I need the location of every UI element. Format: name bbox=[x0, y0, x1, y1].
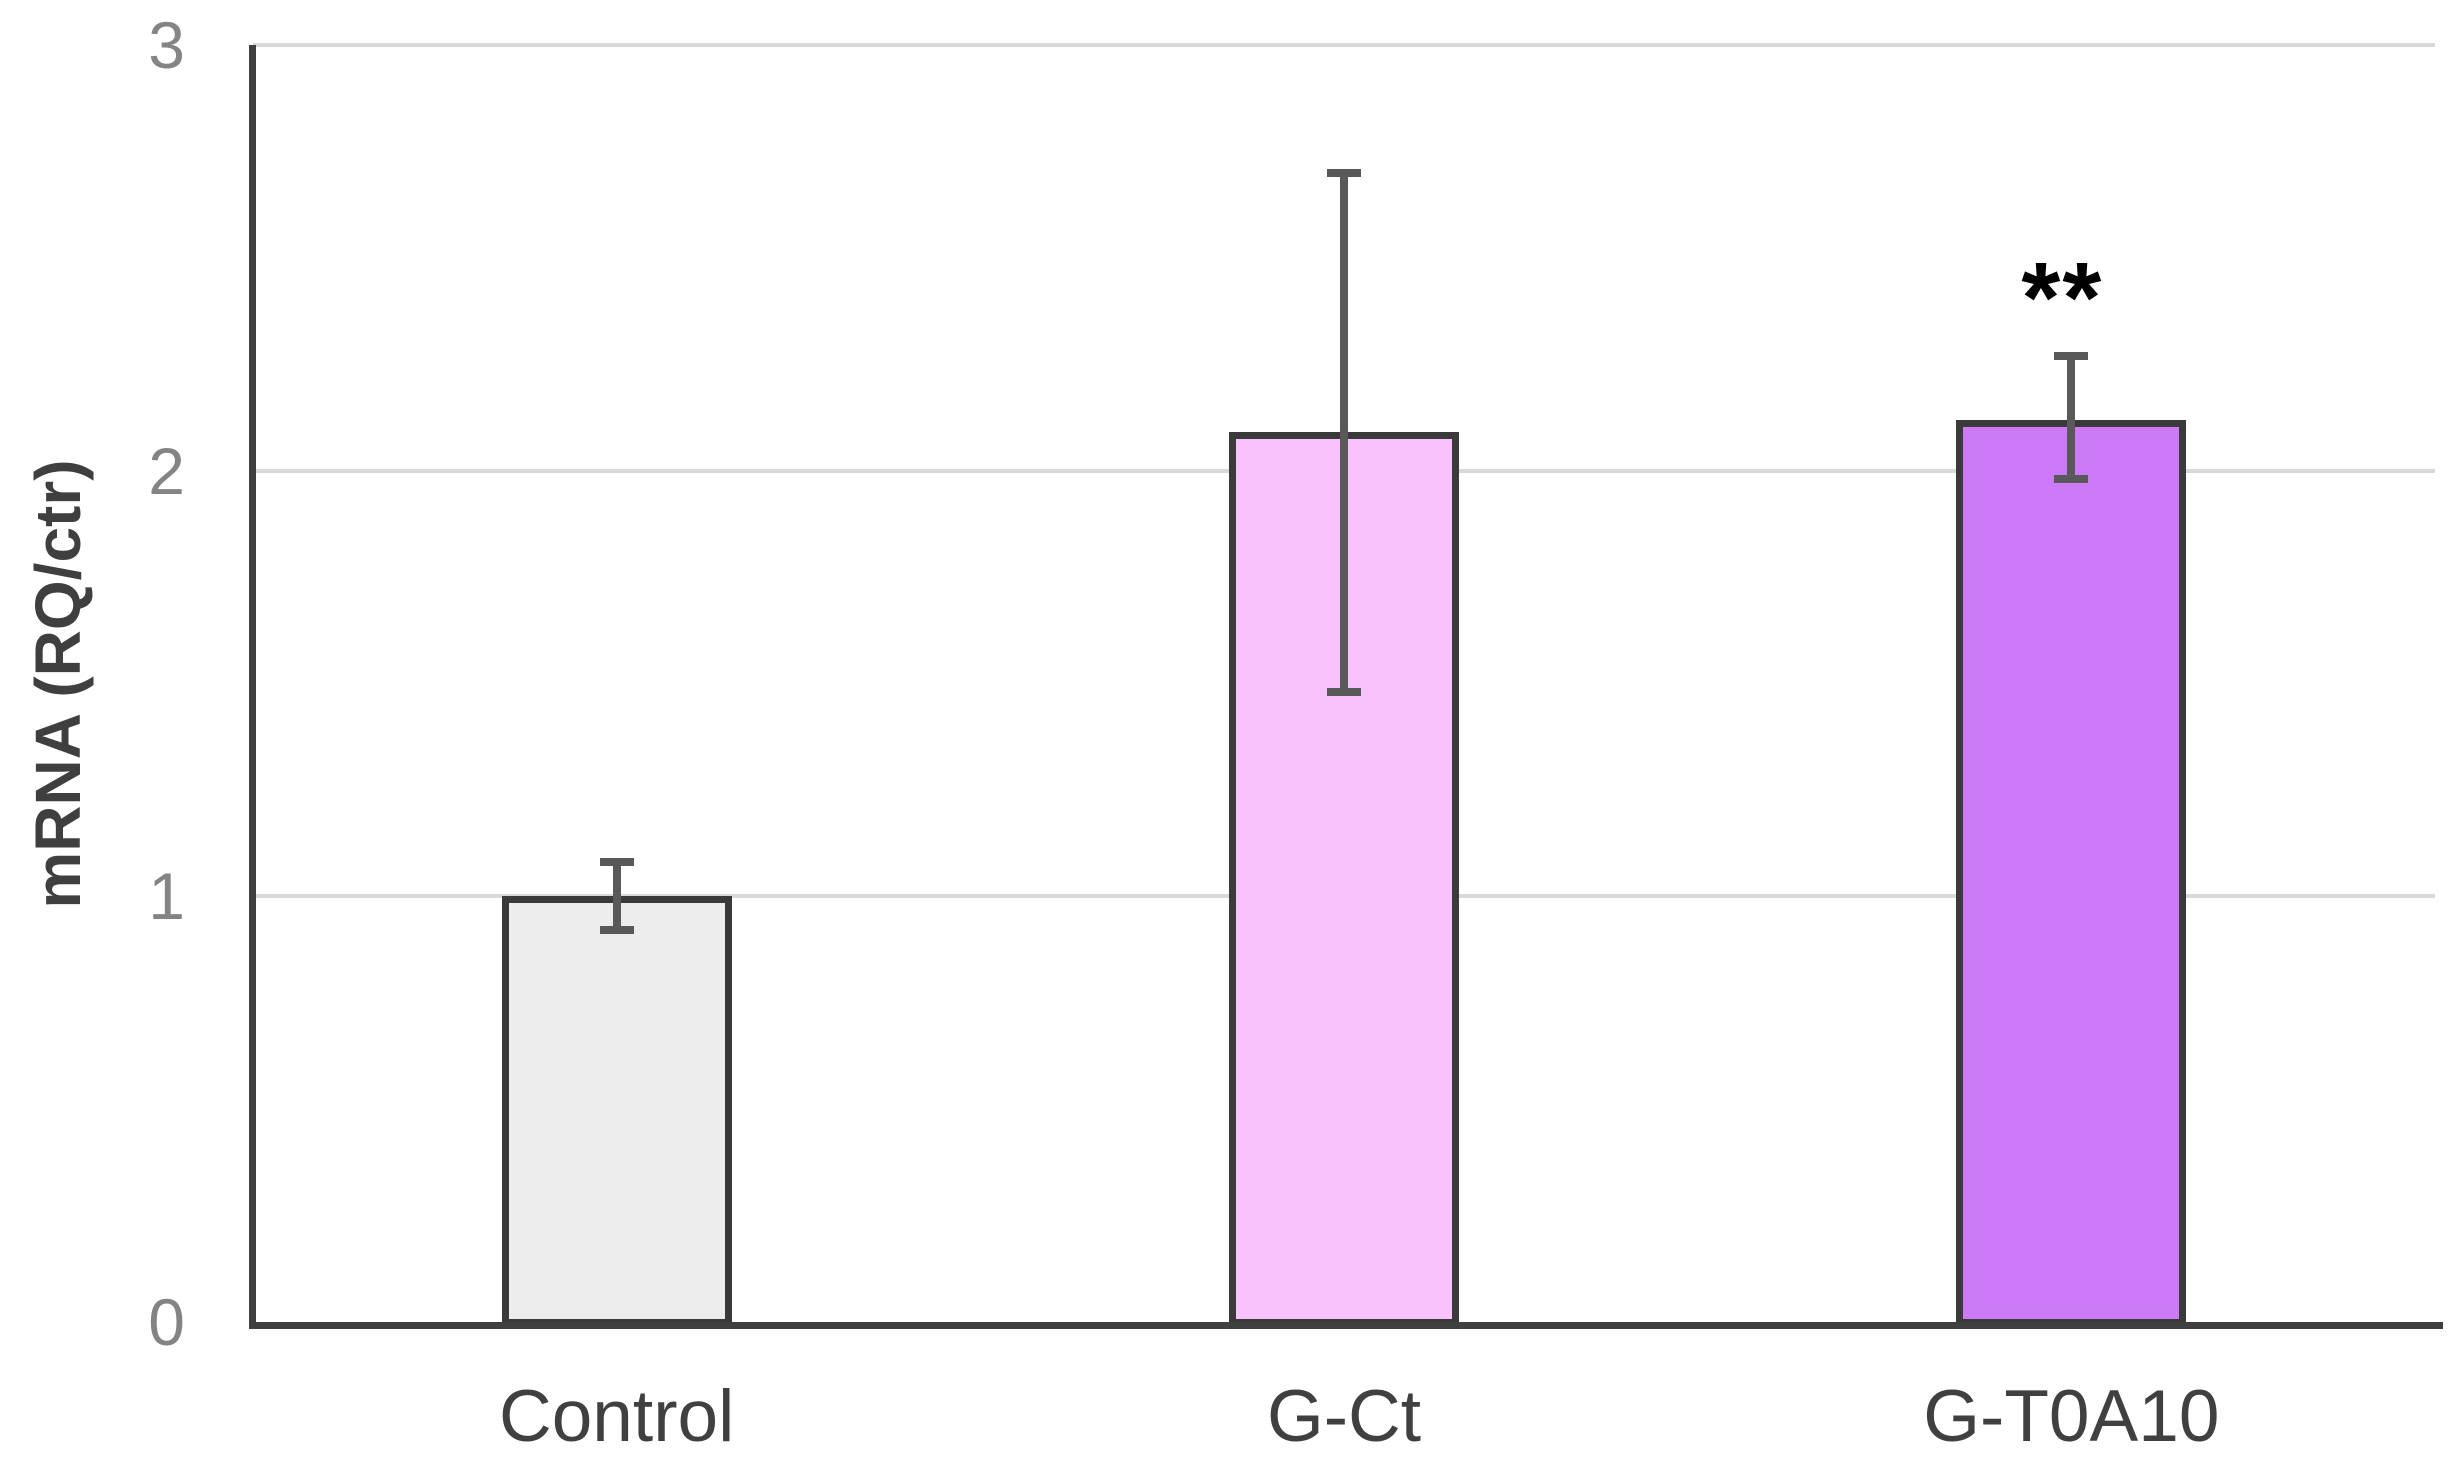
significance-marker: ** bbox=[2021, 242, 2104, 354]
error-cap-bottom-G-T0A10 bbox=[2054, 475, 2089, 484]
y-tick-label-0: 0 bbox=[148, 1285, 185, 1359]
error-cap-bottom-G-Ct bbox=[1327, 688, 1361, 696]
bar-Control bbox=[501, 896, 732, 1326]
x-axis-baseline bbox=[249, 1322, 2443, 1329]
y-axis-title: mRNA (RQ/ctr) bbox=[22, 459, 94, 909]
bar-G-T0A10 bbox=[1956, 419, 2187, 1326]
y-tick-label-2: 2 bbox=[148, 433, 185, 508]
error-cap-top-G-Ct bbox=[1327, 168, 1361, 177]
y-axis-line bbox=[249, 45, 256, 1329]
error-cap-bottom-Control bbox=[599, 926, 634, 935]
error-bar-G-T0A10 bbox=[2067, 355, 2076, 480]
x-category-label-G-Ct: G-Ct bbox=[1266, 1376, 1422, 1457]
y-tick-label-3: 3 bbox=[148, 8, 185, 82]
x-category-label-G-T0A10: G-T0A10 bbox=[1923, 1376, 2220, 1457]
error-cap-top-Control bbox=[599, 858, 634, 867]
y-tick-label-1: 1 bbox=[148, 859, 185, 934]
error-bar-G-Ct bbox=[1340, 172, 1348, 692]
gridline-y-3 bbox=[253, 43, 2435, 47]
error-cap-top-G-T0A10 bbox=[2054, 351, 2089, 360]
x-category-label-Control: Control bbox=[498, 1376, 735, 1457]
error-bar-Control bbox=[612, 862, 621, 931]
